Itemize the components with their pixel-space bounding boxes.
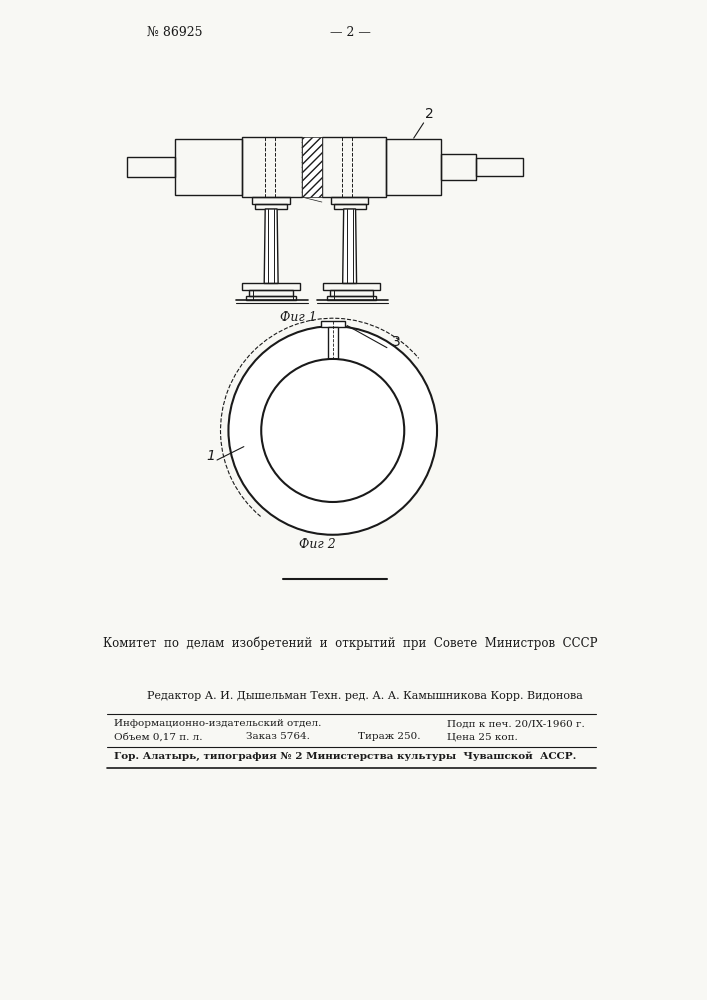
Bar xyxy=(175,139,243,195)
Bar xyxy=(328,327,338,359)
Bar xyxy=(246,296,296,300)
Bar xyxy=(243,283,300,290)
Bar xyxy=(327,296,376,300)
Text: № 86925: № 86925 xyxy=(147,26,202,39)
Bar xyxy=(302,137,322,197)
Text: Гор. Алатырь, типография № 2 Министерства культуры  Чувашской  АССР.: Гор. Алатырь, типография № 2 Министерств… xyxy=(115,752,577,761)
Polygon shape xyxy=(264,209,278,283)
Text: Информационно-издательский отдел.: Информационно-издательский отдел. xyxy=(115,719,322,728)
Bar xyxy=(334,204,366,209)
Text: Фиг 1: Фиг 1 xyxy=(279,311,316,324)
Bar xyxy=(441,154,476,180)
Bar xyxy=(322,137,387,197)
Text: Цена 25 коп.: Цена 25 коп. xyxy=(447,732,518,741)
Ellipse shape xyxy=(228,326,437,535)
Text: 2: 2 xyxy=(425,107,434,121)
Bar xyxy=(331,197,368,204)
Ellipse shape xyxy=(261,359,404,502)
Text: Объем 0,17 п. л.: Объем 0,17 п. л. xyxy=(115,732,203,741)
Text: Тираж 250.: Тираж 250. xyxy=(358,732,420,741)
Bar xyxy=(252,197,290,204)
Bar xyxy=(250,290,293,296)
Text: Комитет  по  делам  изобретений  и  открытий  при  Совете  Министров  СССР: Комитет по делам изобретений и открытий … xyxy=(103,637,598,650)
Bar xyxy=(127,157,175,177)
Text: Подп к печ. 20/IX-1960 г.: Подп к печ. 20/IX-1960 г. xyxy=(447,719,585,728)
Bar xyxy=(329,290,373,296)
Text: Редактор А. И. Дышельман Техн. ред. А. А. Камышникова Корр. Видонова: Редактор А. И. Дышельман Техн. ред. А. А… xyxy=(147,691,583,701)
Bar xyxy=(387,139,441,195)
Text: Фиг 2: Фиг 2 xyxy=(300,538,337,551)
Bar xyxy=(321,321,344,327)
Bar xyxy=(243,137,302,197)
Text: — 2 —: — 2 — xyxy=(330,26,371,39)
Bar xyxy=(255,204,287,209)
Polygon shape xyxy=(343,209,356,283)
Text: 1: 1 xyxy=(206,449,216,463)
Text: 3: 3 xyxy=(392,335,401,349)
Bar xyxy=(476,158,523,176)
Text: Заказ 5764.: Заказ 5764. xyxy=(246,732,310,741)
Bar xyxy=(323,283,380,290)
